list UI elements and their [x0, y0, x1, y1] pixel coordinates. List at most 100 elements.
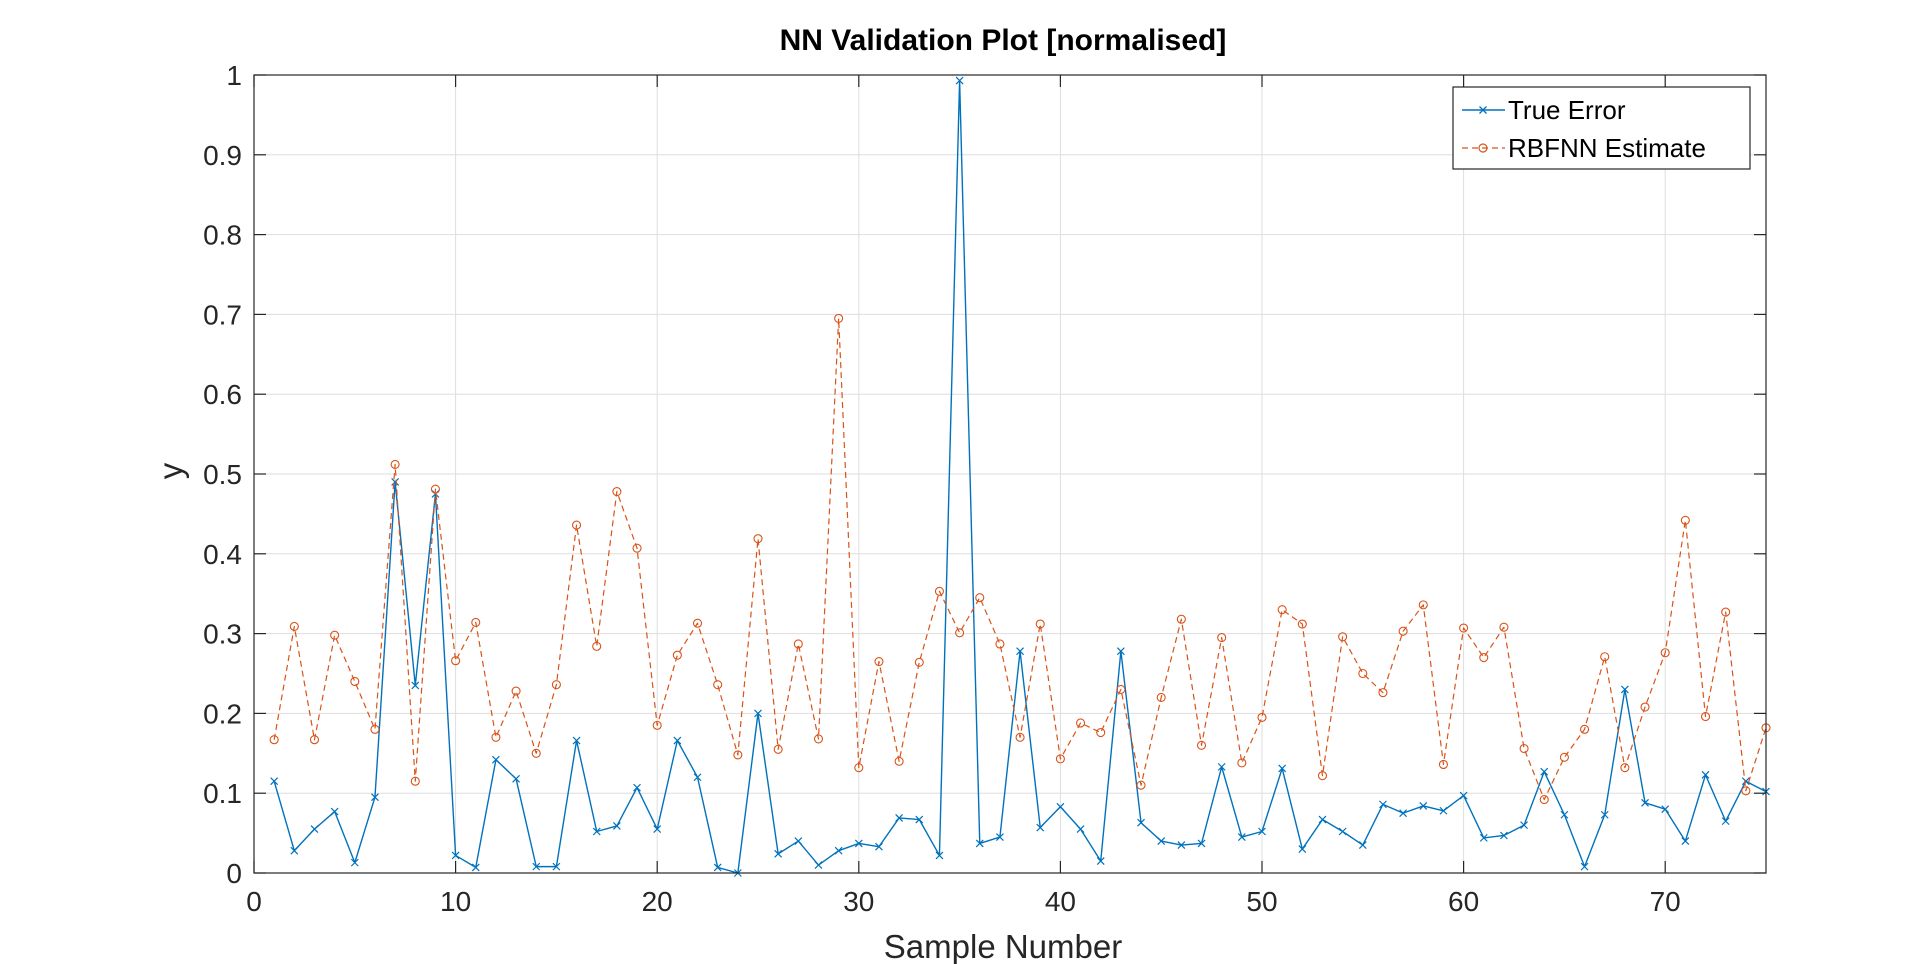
data-point: [1137, 818, 1145, 827]
data-point: [1156, 692, 1166, 702]
y-axis-label: y: [152, 462, 189, 479]
data-point: [854, 839, 863, 848]
data-point: [451, 656, 461, 666]
data-point: [673, 736, 682, 745]
data-point: [754, 709, 762, 718]
data-point: [1277, 605, 1287, 615]
data-point: [773, 744, 783, 754]
data-point: [1378, 688, 1388, 698]
y-tick-label: 0.6: [203, 379, 242, 410]
data-point: [1540, 767, 1549, 776]
data-point: [854, 763, 864, 773]
data-point: [1217, 762, 1226, 771]
data-point: [1318, 815, 1327, 824]
y-tick-label: 0: [226, 858, 242, 889]
data-point: [653, 825, 662, 834]
data-point: [290, 846, 299, 855]
data-point: [1519, 743, 1529, 754]
legend-label-rbfnn-estimate: RBFNN Estimate: [1508, 133, 1706, 163]
data-point: [1096, 857, 1105, 865]
y-tick-label: 0.7: [203, 299, 242, 330]
data-point: [1055, 754, 1065, 764]
series-line-rbfnn-estimate: [273, 317, 1767, 801]
data-point: [309, 735, 320, 745]
data-point: [813, 734, 824, 744]
data-point: [391, 478, 400, 486]
data-point: [914, 657, 924, 667]
data-point: [1096, 728, 1106, 738]
x-tick-label: 70: [1650, 886, 1681, 917]
data-point: [1600, 652, 1610, 662]
data-point: [1620, 685, 1629, 694]
data-point: [1479, 652, 1489, 663]
data-point: [1157, 837, 1166, 846]
data-point: [1620, 763, 1630, 773]
data-point: [1035, 619, 1045, 629]
data-point: [1258, 827, 1266, 836]
data-point: [1358, 841, 1367, 849]
data-point: [1257, 712, 1267, 722]
data-point: [1136, 780, 1146, 790]
data-point: [915, 815, 924, 824]
x-tick-label: 20: [642, 886, 673, 917]
data-point: [471, 617, 481, 627]
data-point: [1520, 821, 1529, 830]
data-point: [532, 862, 541, 871]
data-point: [1680, 515, 1690, 525]
data-point: [1297, 619, 1307, 629]
y-tick-label: 0.9: [203, 140, 242, 171]
x-axis-label: Sample Number: [884, 928, 1122, 964]
data-point: [1741, 777, 1750, 786]
data-point: [995, 833, 1004, 842]
data-point: [572, 520, 582, 530]
data-point: [753, 534, 763, 544]
data-point: [1721, 817, 1730, 826]
x-tick-label: 0: [246, 886, 262, 917]
data-point: [371, 793, 379, 802]
data-point: [1499, 831, 1508, 840]
data-point: [270, 777, 279, 786]
series-layer: [269, 76, 1771, 877]
data-point: [430, 484, 440, 494]
data-point: [612, 821, 621, 830]
data-point: [1721, 607, 1731, 617]
data-point: [1197, 839, 1206, 848]
data-point: [511, 686, 521, 696]
data-point: [793, 639, 803, 649]
legend-marker-true-error: [1479, 106, 1487, 114]
data-point: [692, 618, 703, 628]
data-point: [875, 842, 883, 851]
data-point: [814, 861, 823, 869]
data-point: [330, 807, 339, 816]
data-point: [370, 724, 380, 734]
data-point: [1116, 647, 1125, 656]
data-point: [1358, 668, 1368, 679]
data-point: [1237, 833, 1246, 842]
data-point: [1559, 752, 1569, 762]
data-point: [592, 641, 602, 651]
data-point: [1418, 600, 1428, 610]
data-point: [955, 76, 964, 85]
data-point: [935, 851, 944, 860]
data-point: [1479, 833, 1488, 842]
data-point: [1015, 732, 1025, 742]
data-point: [350, 676, 360, 687]
data-point: [451, 851, 460, 860]
data-point: [1016, 647, 1025, 656]
data-point: [491, 755, 500, 764]
data-point: [1237, 758, 1247, 768]
data-point: [1459, 791, 1468, 800]
legend-label-true-error: True Error: [1508, 95, 1626, 125]
y-tick-label: 0.3: [203, 619, 242, 650]
y-tick-label: 0.1: [203, 778, 242, 809]
series-true-error: [270, 76, 1770, 877]
data-point: [1076, 718, 1086, 728]
data-point: [1539, 795, 1549, 805]
data-point: [1177, 841, 1186, 849]
data-point: [1196, 740, 1207, 750]
data-point: [1580, 862, 1589, 871]
data-point: [1600, 810, 1609, 819]
data-point: [1681, 837, 1690, 846]
data-point: [733, 750, 743, 760]
